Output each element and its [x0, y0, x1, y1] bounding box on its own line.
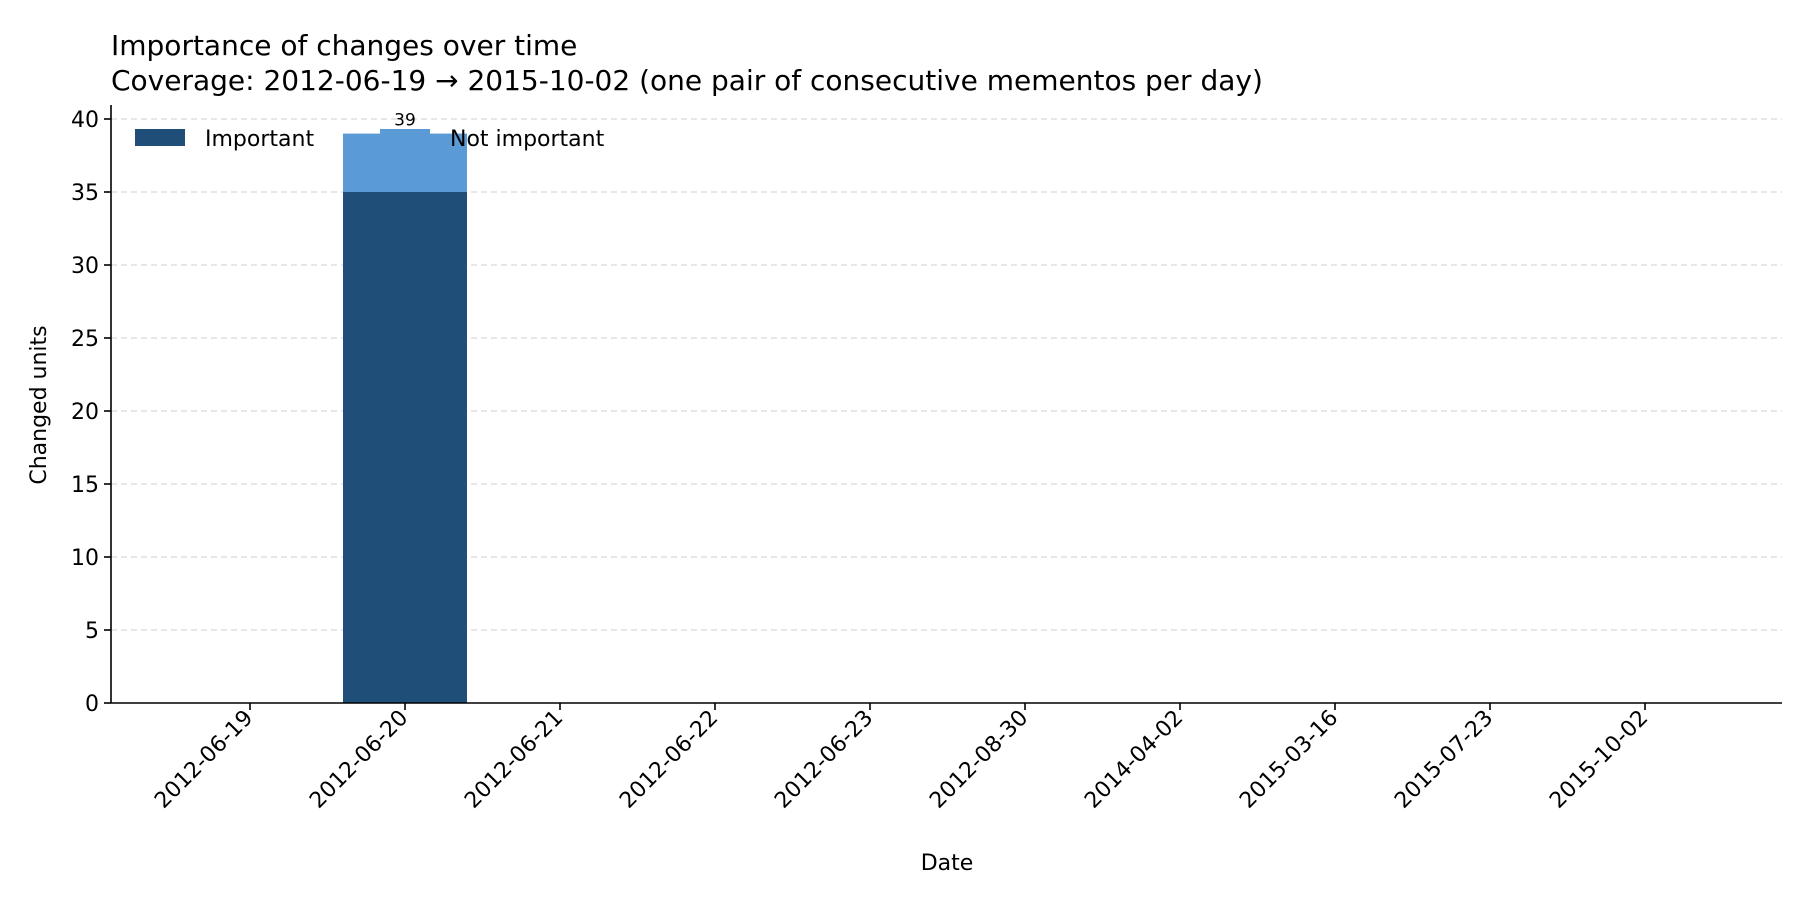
x-axis-label: Date: [921, 851, 974, 876]
axes: [110, 105, 1782, 704]
y-tick-label: 35: [71, 181, 99, 206]
x-tick-label: 2015-07-23: [1390, 706, 1498, 814]
y-tick-label: 20: [71, 400, 99, 425]
x-tick-label: 2012-06-21: [460, 706, 568, 814]
y-ticks: 0 5 10 15 20 25 30 35 40: [71, 108, 111, 717]
chart-title: Importance of changes over time: [111, 29, 577, 62]
y-tick-label: 15: [71, 473, 99, 498]
x-tick-label: 2012-06-19: [150, 706, 258, 814]
y-tick-label: 5: [85, 619, 99, 644]
legend-label-important: Important: [205, 127, 314, 152]
x-tick-label: 2014-04-02: [1080, 706, 1188, 814]
x-tick-label: 2012-06-20: [305, 706, 413, 814]
x-tick-label: 2012-06-22: [615, 706, 723, 814]
y-tick-label: 10: [71, 546, 99, 571]
x-tick-label: 2012-06-23: [770, 706, 878, 814]
y-tick-label: 0: [85, 692, 99, 717]
chart-subtitle: Coverage: 2012-06-19 → 2015-10-02 (one p…: [111, 64, 1263, 97]
bars: [343, 133, 467, 703]
total-labels: 39: [381, 111, 429, 133]
bar-total-label: 39: [394, 111, 416, 131]
y-axis-label: Changed units: [27, 325, 52, 484]
x-tick-label: 2015-10-02: [1545, 706, 1653, 814]
bar-important: [343, 192, 467, 703]
y-tick-label: 30: [71, 254, 99, 279]
legend-swatch-important: [135, 129, 185, 146]
y-tick-label: 25: [71, 327, 99, 352]
legend: Important Not important: [135, 127, 605, 152]
y-tick-label: 40: [71, 108, 99, 133]
x-ticks: 2012-06-19 2012-06-20 2012-06-21 2012-06-22…: [150, 703, 1653, 814]
legend-swatch-not-important: [380, 129, 430, 146]
x-tick-label: 2012-08-30: [925, 706, 1033, 814]
legend-label-not-important: Not important: [450, 127, 605, 152]
gridlines: [111, 118, 1782, 631]
x-tick-label: 2015-03-16: [1235, 706, 1343, 814]
